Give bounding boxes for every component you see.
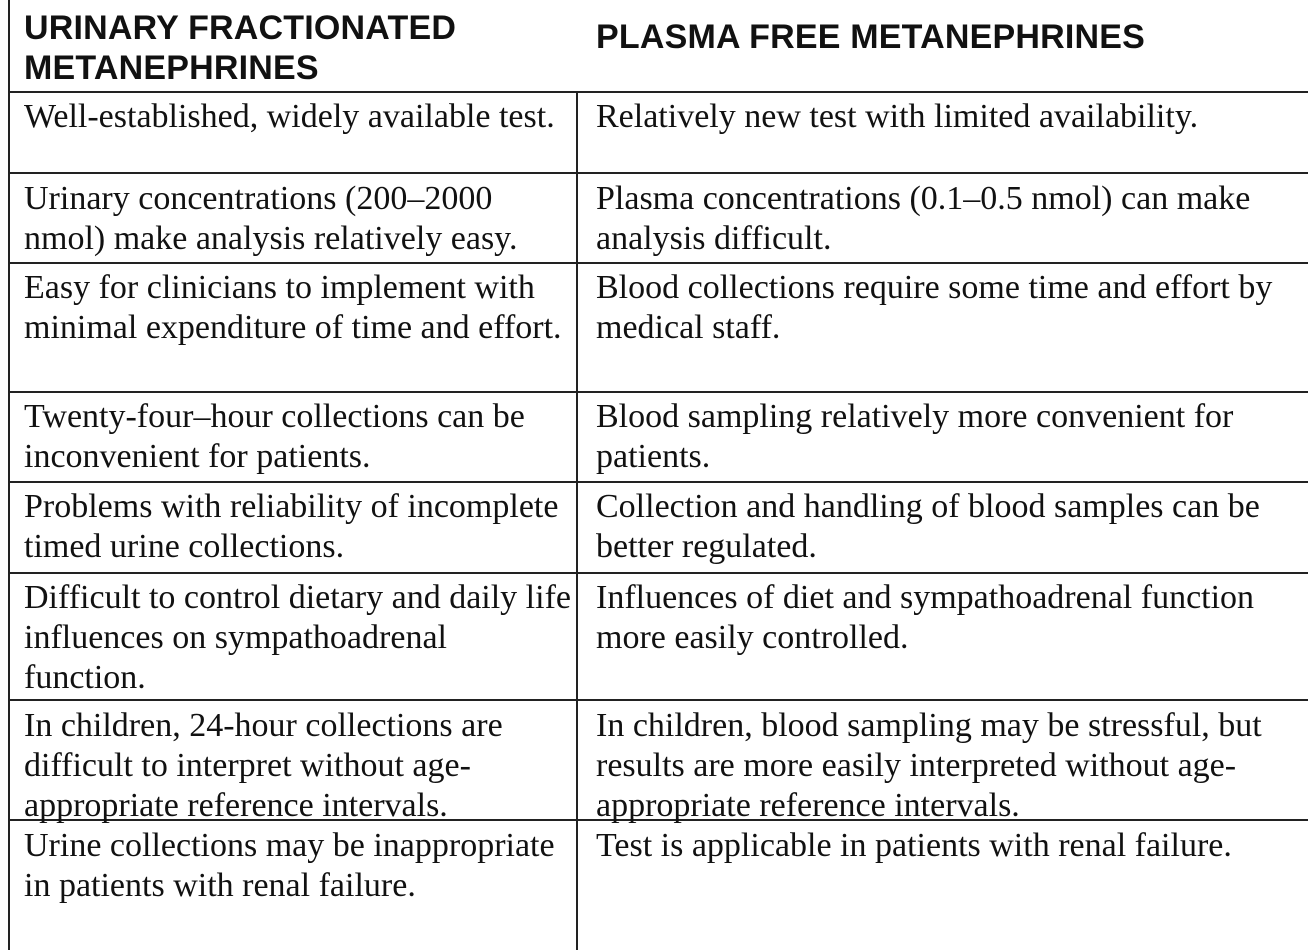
table-cell-urinary: Urinary concentrations (200–2000 nmol) m… <box>24 180 518 257</box>
table-cell-urinary: Twenty-four–hour collections can be inco… <box>24 398 525 475</box>
column-header-plasma: PLASMA FREE METANEPHRINES <box>596 18 1146 56</box>
table-cell-urinary: In children, 24-hour collections are dif… <box>24 707 503 824</box>
table-cell-urinary: Easy for clinicians to implement with mi… <box>24 269 562 346</box>
table-cell-plasma: Blood collections require some time and … <box>596 269 1273 346</box>
table-cell-urinary: Urine collections may be inappropriate i… <box>24 827 555 904</box>
table-cell-urinary: Well-established, widely available test. <box>24 98 555 135</box>
table-cell-plasma: Influences of diet and sympathoadrenal f… <box>596 579 1255 656</box>
table-cell-plasma: Blood sampling relatively more convenien… <box>596 398 1234 475</box>
table-cell-plasma: Plasma concentrations (0.1–0.5 nmol) can… <box>596 180 1251 257</box>
table-cell-plasma: In children, blood sampling may be stres… <box>596 707 1262 824</box>
table-cell-plasma: Test is applicable in patients with rena… <box>596 827 1232 864</box>
column-header-urinary: URINARY FRACTIONATED METANEPHRINES <box>24 9 457 87</box>
table-cell-plasma: Collection and handling of blood samples… <box>596 488 1260 565</box>
table-cell-plasma: Relatively new test with limited availab… <box>596 98 1199 135</box>
table-cell-urinary: Problems with reliability of incomplete … <box>24 488 559 565</box>
table-cell-urinary: Difficult to control dietary and daily l… <box>24 579 571 696</box>
